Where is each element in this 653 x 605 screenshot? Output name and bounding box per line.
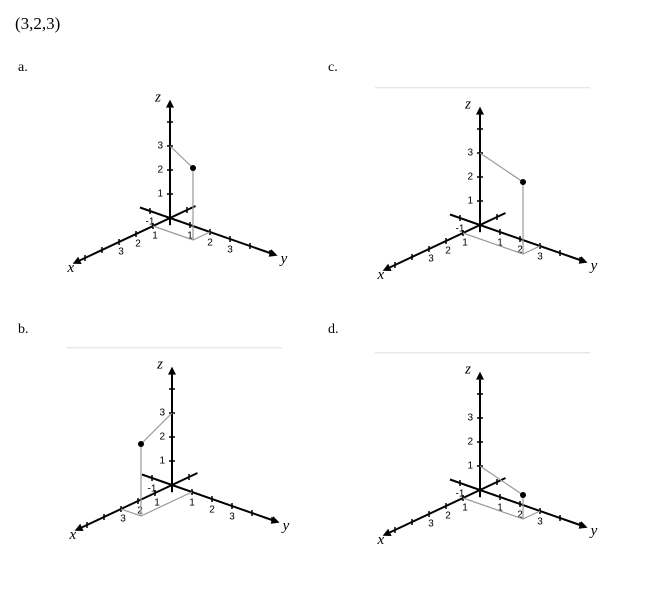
x-axis [389, 212, 506, 269]
y-tick-label: 1 [187, 231, 193, 242]
axis-name: y [589, 258, 598, 274]
y-tick-label: 3 [229, 512, 235, 523]
y-tick-label: -1 [456, 224, 465, 235]
axis-name: x [376, 267, 384, 283]
axis-name: y [279, 251, 288, 267]
y-tick-label: -1 [456, 489, 465, 500]
z-tick-label: 1 [159, 456, 165, 467]
y-tick-label: 2 [209, 505, 215, 516]
y-tick-label: 1 [497, 238, 503, 249]
x-tick-label: 2 [135, 239, 141, 250]
x-axis-arrow [74, 523, 84, 532]
x-axis [389, 477, 506, 534]
z-tick-label: 3 [157, 141, 163, 152]
z-tick-label: 2 [157, 165, 163, 176]
y-tick-label: 2 [517, 245, 523, 256]
z-axis-arrow [476, 106, 484, 115]
y-axis-arrow [270, 516, 280, 524]
z-tick-label: 2 [159, 432, 165, 443]
x-tick-label: 3 [118, 247, 124, 258]
x-tick-label: 1 [462, 238, 468, 249]
z-tick-label: 3 [159, 408, 165, 419]
y-tick-label: 1 [497, 503, 503, 514]
option-label: a. [18, 60, 28, 75]
x-tick-label: 1 [154, 498, 160, 509]
axis-name: y [281, 518, 290, 534]
guide-line [479, 465, 524, 496]
x-tick-label: 2 [137, 506, 143, 517]
guide-line [169, 145, 194, 169]
x-tick-label: 2 [445, 246, 451, 257]
y-tick-label: 1 [189, 498, 195, 509]
y-tick-label: 2 [207, 238, 213, 249]
z-tick-label: 1 [157, 189, 163, 200]
axis-name: z [464, 96, 471, 112]
x-tick-label: 3 [428, 519, 434, 530]
y-axis [449, 213, 581, 261]
z-tick-label: 1 [467, 196, 473, 207]
x-tick-label: 1 [152, 231, 158, 242]
axis-name: y [589, 523, 598, 539]
y-axis [139, 206, 271, 254]
x-tick-label: 1 [462, 503, 468, 514]
z-axis-arrow [166, 99, 174, 108]
axis-name: z [464, 361, 471, 377]
guide-line [479, 152, 524, 183]
option-label: c. [328, 60, 338, 75]
x-tick-label: 2 [445, 511, 451, 522]
x-axis-arrow [382, 528, 392, 537]
axis-name: z [154, 89, 161, 105]
question: (3,2,3) [15, 14, 60, 33]
z-axis-arrow [476, 371, 484, 380]
y-axis [449, 478, 581, 526]
z-tick-label: 3 [467, 413, 473, 424]
y-tick-label: 2 [517, 510, 523, 521]
x-tick-label: 3 [428, 254, 434, 265]
guide-line [140, 412, 173, 445]
axis-name: x [376, 532, 384, 548]
y-tick-label: -1 [148, 484, 157, 495]
x-axis [81, 472, 198, 529]
point [520, 492, 526, 498]
y-axis-arrow [578, 256, 588, 264]
y-tick-label: -1 [146, 217, 155, 228]
point [520, 179, 526, 185]
z-tick-label: 2 [467, 172, 473, 183]
x-axis-arrow [382, 263, 392, 272]
y-tick-label: 3 [537, 252, 543, 263]
option-label: b. [18, 322, 29, 337]
x-axis [79, 205, 196, 262]
point [190, 165, 196, 171]
y-tick-label: 3 [537, 517, 543, 528]
y-tick-label: 3 [227, 245, 233, 256]
x-axis-arrow [72, 256, 82, 265]
axis-name: z [156, 356, 163, 372]
z-tick-label: 2 [467, 437, 473, 448]
option-label: d. [328, 322, 339, 337]
axis-name: x [68, 527, 76, 543]
z-tick-label: 1 [467, 461, 473, 472]
z-tick-label: 3 [467, 148, 473, 159]
axis-name: x [66, 260, 74, 276]
y-axis-arrow [268, 249, 278, 257]
point [138, 441, 144, 447]
z-axis-arrow [168, 366, 176, 375]
x-tick-label: 3 [120, 514, 126, 525]
y-axis [141, 473, 273, 521]
y-axis-arrow [578, 521, 588, 529]
